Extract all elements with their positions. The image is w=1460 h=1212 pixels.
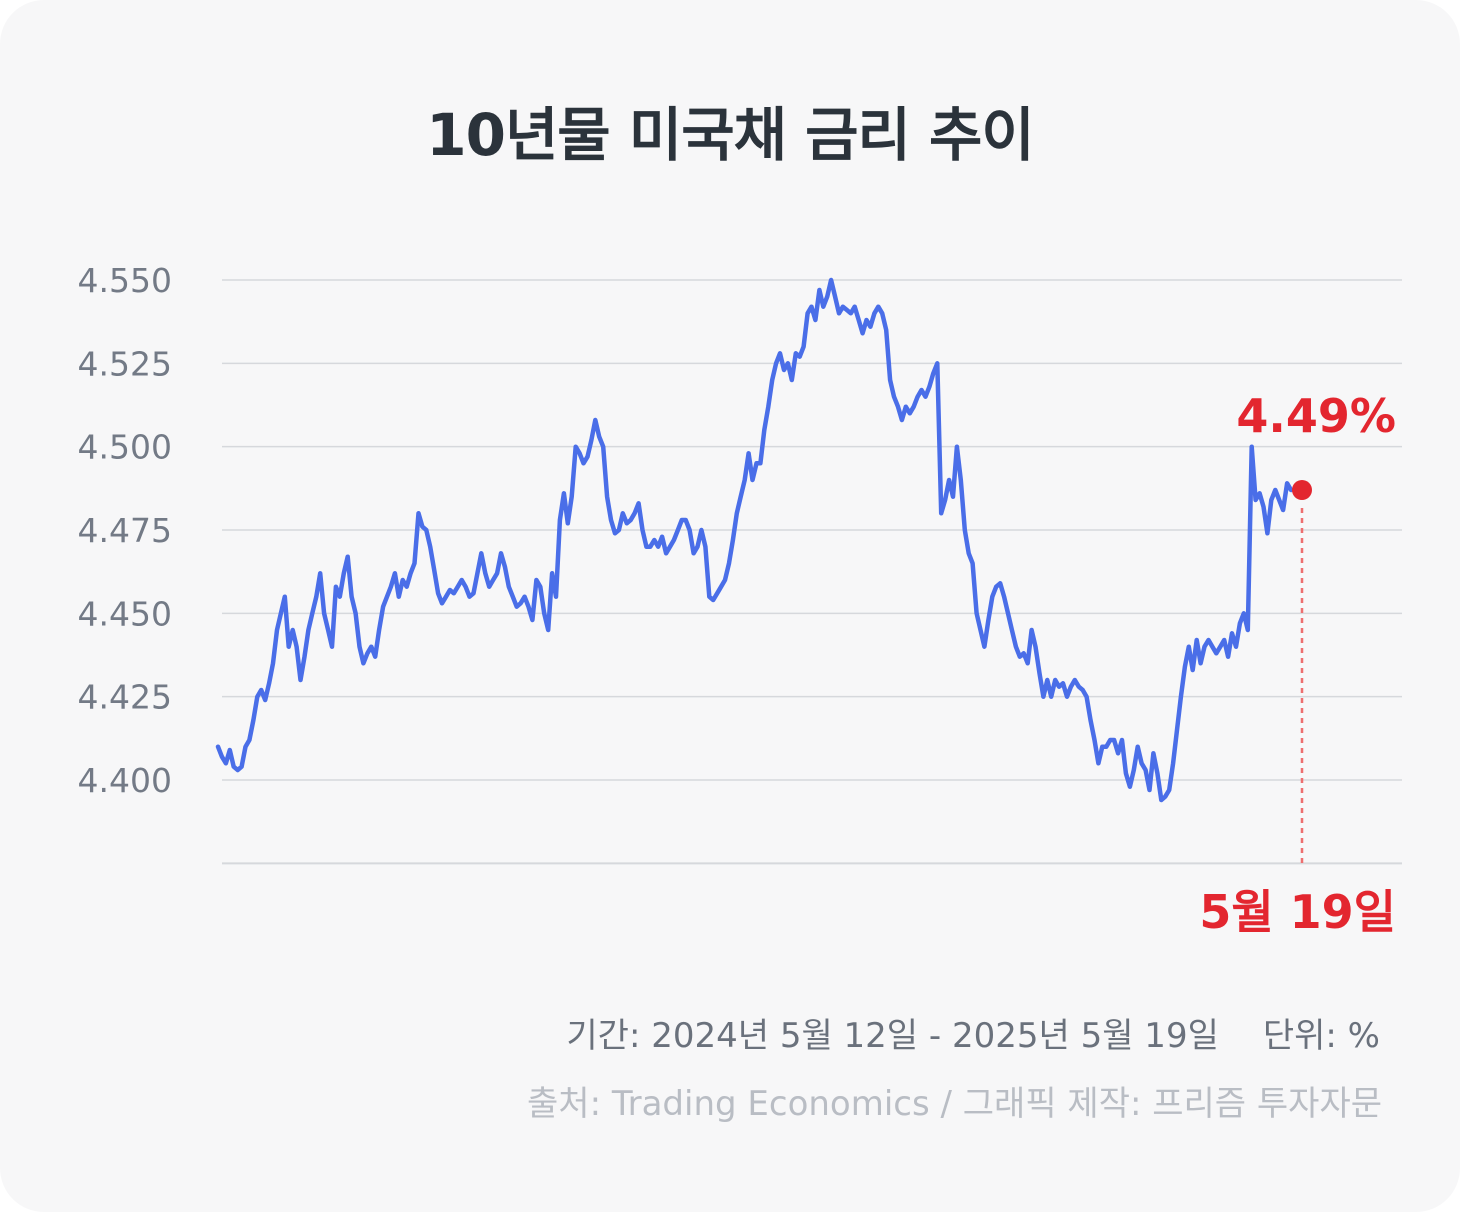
y-tick-label: 4.475 (78, 511, 172, 550)
y-tick-label: 4.450 (78, 594, 172, 633)
period-unit-note: 기간: 2024년 5월 12일 - 2025년 5월 19일 단위: % (566, 1008, 1380, 1057)
y-tick-label: 4.400 (78, 761, 172, 800)
y-tick-label: 4.500 (78, 428, 172, 467)
last-point-marker (1292, 480, 1312, 500)
y-tick-label: 4.550 (78, 261, 172, 300)
last-date-label: 5월 19일 (1199, 885, 1396, 939)
unit-text: 단위: % (1262, 1016, 1380, 1056)
y-tick-label: 4.425 (78, 678, 172, 717)
chart-title: 10년물 미국채 금리 추이 (426, 101, 1035, 169)
yield-series-line (215, 277, 1294, 803)
y-tick-label: 4.525 (78, 344, 172, 383)
last-value-label: 4.49% (1236, 389, 1396, 443)
y-axis-ticks: 4.400 4.425 4.450 4.475 4.500 4.525 4.550 (78, 261, 172, 800)
source-credit: 출처: Trading Economics / 그래픽 제작: 프리즘 투자자문 (527, 1084, 1382, 1124)
period-text: 기간: 2024년 5월 12일 - 2025년 5월 19일 (566, 1016, 1219, 1056)
gridlines (222, 279, 1402, 865)
